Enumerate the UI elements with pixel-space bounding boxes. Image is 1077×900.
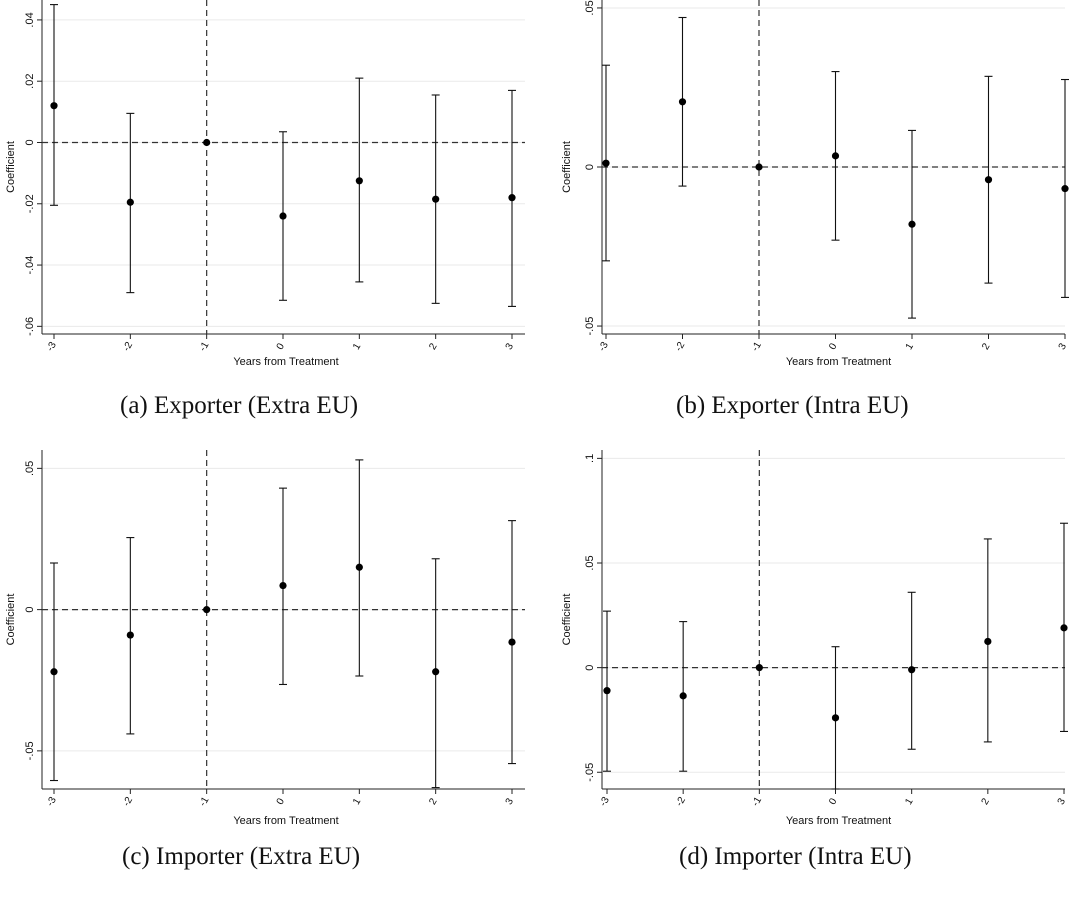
- coefficient-point: [984, 637, 992, 646]
- y-axis-label: Coefficient: [561, 594, 573, 646]
- coefficient-point: [203, 606, 211, 614]
- x-tick-label: 1: [351, 341, 364, 352]
- x-tick-label: -2: [673, 340, 687, 354]
- x-axis-label: Years from Treatment: [786, 815, 891, 827]
- x-tick-label: -3: [597, 340, 611, 354]
- chart-exporter-intra-eu: -.05 0 .05 -3 -2 -1 0 1 2 3 Coefficient Years from …: [561, 0, 1070, 368]
- y-tick-label: 0: [24, 607, 36, 613]
- chart-importer-extra-eu: -.05 0 .05 -3 -2 -1 0 1 2 3 Coefficient Years from …: [5, 450, 525, 827]
- x-tick-label: 0: [827, 796, 840, 807]
- chart-panel-d: -.05 0 .05 .1 -3 -2 -1 0 1 2 3 Coefficient Years fro…: [540, 450, 1077, 900]
- y-tick-label: .05: [584, 0, 596, 15]
- coefficient-point: [279, 582, 287, 590]
- y-tick-label: 0: [24, 139, 36, 145]
- chart-caption: (c) Importer (Extra EU): [122, 843, 361, 870]
- coefficient-point: [50, 102, 58, 110]
- x-tick-label: -2: [674, 795, 688, 809]
- x-tick-label: 1: [903, 796, 916, 807]
- chart-caption: (d) Importer (Intra EU): [679, 843, 912, 870]
- coefficient-point: [1060, 624, 1068, 632]
- coefficient-point: [508, 194, 516, 202]
- coefficient-point: [355, 177, 363, 185]
- x-tick-label: 3: [1057, 341, 1070, 352]
- x-axis-label: Years from Treatment: [786, 356, 891, 368]
- x-tick-label: 2: [980, 341, 993, 352]
- x-tick-label: 2: [427, 341, 440, 352]
- y-tick-label: -.05: [24, 741, 36, 760]
- chart-caption: (a) Exporter (Extra EU): [120, 392, 359, 419]
- y-tick-label: .1: [584, 454, 596, 463]
- y-tick-label: -.02: [24, 194, 36, 213]
- y-tick-label: 0: [584, 665, 596, 671]
- y-tick-label: -.05: [584, 763, 596, 782]
- chart-caption: (b) Exporter (Intra EU): [676, 392, 909, 419]
- chart-panel-a: -.06 -.04 -.02 0 .02 .04 -3 -2 -1 0 1 2 3 Coefficient…: [0, 0, 540, 440]
- y-axis-label: Coefficient: [5, 141, 17, 193]
- x-axis-label: Years from Treatment: [233, 356, 338, 368]
- y-tick-label: .05: [584, 555, 596, 570]
- x-tick-label: 0: [275, 341, 288, 352]
- coefficient-point: [755, 664, 763, 672]
- x-tick-label: 3: [504, 341, 517, 352]
- coefficient-point: [602, 159, 610, 167]
- y-tick-label: -.04: [24, 256, 36, 275]
- coefficient-point: [50, 668, 58, 676]
- coefficient-point: [355, 563, 363, 571]
- coefficient-point: [679, 692, 687, 700]
- coefficient-point: [432, 668, 440, 676]
- y-tick-label: 0: [584, 164, 596, 170]
- coefficient-point: [1061, 185, 1069, 193]
- coefficient-point: [831, 152, 840, 160]
- x-tick-label: 3: [1056, 796, 1069, 807]
- coefficient-point: [678, 98, 687, 106]
- coefficient-point: [908, 220, 916, 228]
- coefficient-point: [831, 714, 840, 722]
- x-tick-label: 1: [904, 341, 917, 352]
- coefficient-point: [908, 666, 916, 674]
- y-tick-label: .02: [24, 74, 36, 89]
- coefficient-point: [126, 631, 134, 639]
- y-tick-label: .05: [24, 461, 36, 476]
- coefficient-point: [126, 198, 134, 206]
- x-tick-label: -2: [121, 795, 135, 809]
- coefficient-point: [279, 212, 287, 220]
- coefficient-point: [203, 138, 211, 147]
- coefficient-point: [508, 638, 516, 646]
- coefficient-point: [755, 163, 763, 171]
- x-axis-label: Years from Treatment: [233, 815, 338, 827]
- chart-panel-c: -.05 0 .05 -3 -2 -1 0 1 2 3 Coefficient Years from …: [0, 450, 540, 900]
- x-tick-label: 2: [980, 796, 993, 807]
- x-tick-label: -3: [45, 795, 59, 809]
- x-tick-label: -1: [198, 340, 212, 354]
- chart-importer-intra-eu: -.05 0 .05 .1 -3 -2 -1 0 1 2 3 Coefficient Years fro…: [561, 450, 1069, 827]
- coefficient-point: [603, 687, 611, 695]
- y-axis-label: Coefficient: [561, 141, 573, 193]
- x-tick-label: 2: [427, 796, 440, 807]
- y-tick-label: -.06: [24, 317, 36, 336]
- x-tick-label: -2: [121, 340, 135, 354]
- chart-exporter-extra-eu: -.06 -.04 -.02 0 .02 .04 -3 -2 -1 0 1 2 3 Coefficient…: [5, 0, 525, 368]
- x-tick-label: 1: [351, 796, 364, 807]
- x-tick-label: 0: [827, 341, 840, 352]
- x-tick-label: 0: [275, 796, 288, 807]
- x-tick-label: -1: [198, 795, 212, 809]
- x-tick-label: -3: [45, 340, 59, 354]
- x-tick-label: -1: [750, 340, 764, 354]
- x-tick-label: -1: [750, 795, 764, 809]
- y-tick-label: -.05: [584, 317, 596, 336]
- x-tick-label: 3: [504, 796, 517, 807]
- x-tick-label: -3: [598, 795, 612, 809]
- coefficient-point: [432, 195, 440, 203]
- coefficient-point: [984, 176, 993, 184]
- y-tick-label: .04: [24, 12, 36, 27]
- y-axis-label: Coefficient: [5, 594, 17, 646]
- chart-panel-b: -.05 0 .05 -3 -2 -1 0 1 2 3 Coefficient Years from …: [540, 0, 1077, 440]
